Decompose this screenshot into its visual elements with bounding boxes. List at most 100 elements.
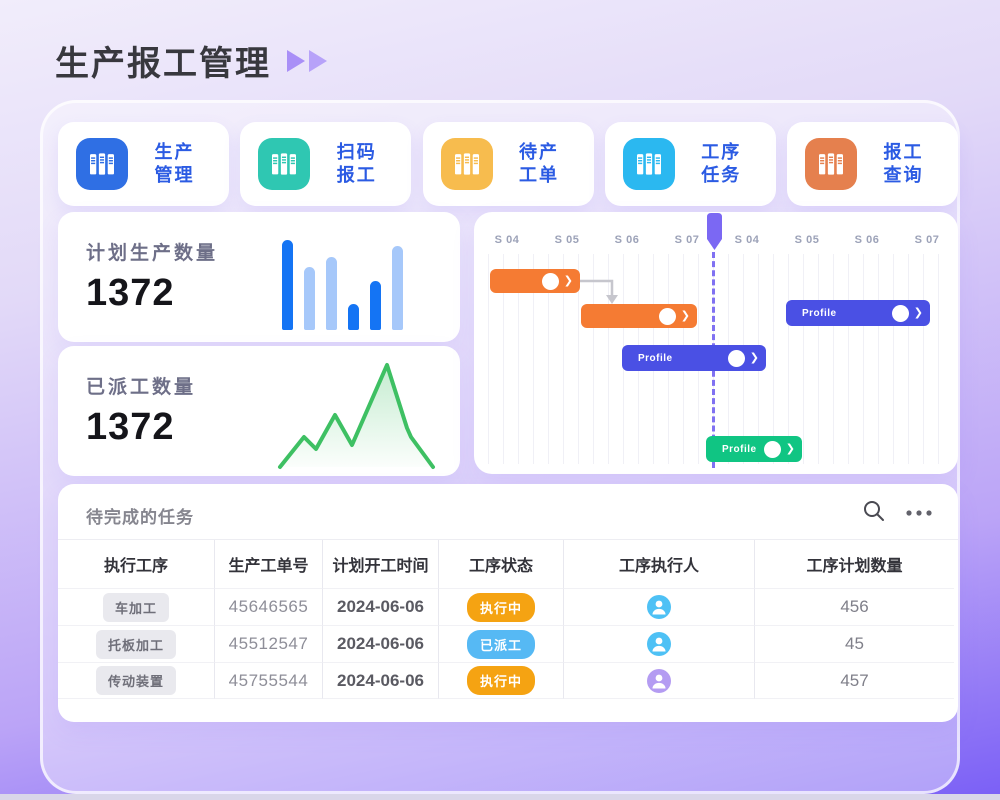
tab-生产管理[interactable]: 生产 管理	[58, 122, 229, 206]
gantt-bar-label: Profile	[802, 307, 837, 319]
gantt-bar-profile[interactable]: Profile ❯	[706, 436, 802, 462]
gridline	[848, 254, 849, 464]
user-avatar-icon	[647, 595, 671, 619]
tasks-title: 待完成的任务	[86, 508, 194, 527]
drag-handle-circle[interactable]	[658, 307, 676, 325]
table-header-row: 执行工序 生产工单号 计划开工时间 工序状态 工序执行人 工序计划数量	[58, 540, 958, 588]
double-play-arrow-icon	[287, 49, 327, 72]
gridline	[863, 254, 864, 464]
tab-待产工单[interactable]: 待产 工单	[422, 122, 594, 206]
gantt-bar[interactable]: ❯	[581, 304, 697, 328]
bar	[304, 267, 315, 330]
planned-quantity: 457	[754, 662, 954, 699]
gridline	[803, 254, 804, 464]
tasks-card-header: 待完成的任务	[58, 484, 958, 540]
executor-avatar-cell[interactable]	[563, 662, 754, 699]
executor-avatar-cell[interactable]	[563, 625, 754, 662]
mini-line-chart	[278, 363, 435, 469]
order-number: 45755544	[214, 662, 322, 699]
table-row[interactable]: 传动装置 45755544 2024-06-06 执行中 457	[58, 662, 958, 699]
gridline	[788, 254, 789, 464]
tab-label: 工序 任务	[701, 141, 742, 185]
stat-label: 已派工数量	[86, 377, 197, 398]
gridline	[563, 254, 564, 464]
timeline-label: S 06	[614, 234, 640, 246]
drag-handle-circle[interactable]	[763, 440, 781, 458]
gridline	[923, 254, 924, 464]
bar	[326, 257, 337, 330]
page-title: 生产报工管理	[55, 45, 271, 83]
gridline	[593, 254, 594, 464]
search-icon[interactable]	[862, 499, 886, 523]
order-number: 45646565	[214, 588, 322, 625]
status-badge: 执行中	[466, 666, 535, 695]
mini-bar-chart	[282, 226, 404, 330]
gridline	[548, 254, 549, 464]
gridline	[533, 254, 534, 464]
page-header: 生产报工管理	[55, 36, 333, 85]
tab-label: 扫码 报工	[336, 141, 377, 185]
timeline-label: S 07	[914, 234, 940, 246]
chevron-right-icon[interactable]: ❯	[563, 274, 573, 287]
user-avatar-icon	[647, 632, 671, 656]
table-row[interactable]: 托板加工 45512547 2024-06-06 已派工 45	[58, 625, 958, 662]
tab-icon-tile	[440, 138, 493, 190]
tab-扫码报工[interactable]: 扫码 报工	[240, 122, 412, 206]
tab-icon-tile	[805, 138, 857, 190]
chevron-right-icon[interactable]: ❯	[913, 306, 923, 319]
timeline-marker-icon[interactable]	[706, 212, 723, 252]
chevron-right-icon[interactable]: ❯	[785, 442, 795, 455]
bar	[282, 240, 293, 330]
chevron-right-icon[interactable]: ❯	[749, 351, 759, 364]
books-icon	[819, 153, 843, 175]
tab-icon-tile	[76, 138, 128, 190]
executor-avatar-cell[interactable]	[563, 588, 754, 625]
stat-card-planned-quantity: 计划生产数量 1372	[58, 212, 460, 342]
column-header: 工序状态	[438, 540, 563, 588]
books-icon	[636, 153, 661, 175]
order-number: 45512547	[214, 625, 322, 662]
gridline	[608, 254, 609, 464]
drag-handle-circle[interactable]	[541, 272, 559, 290]
gridline	[578, 254, 579, 464]
table-row[interactable]: 车加工 45646565 2024-06-06 执行中 456	[58, 588, 958, 625]
planned-start-date: 2024-06-06	[322, 625, 438, 662]
drag-handle-circle[interactable]	[727, 349, 745, 367]
column-header: 工序计划数量	[754, 540, 954, 588]
gantt-bar-profile[interactable]: Profile ❯	[786, 300, 930, 326]
tab-icon-tile	[622, 138, 675, 190]
bar	[348, 304, 359, 330]
gridline	[908, 254, 909, 464]
bar	[392, 246, 403, 330]
process-badge: 车加工	[102, 592, 169, 622]
books-icon	[90, 153, 114, 175]
gridline	[503, 254, 504, 464]
column-header: 执行工序	[103, 558, 168, 575]
tab-label: 待产 工单	[519, 141, 559, 185]
timeline-label: S 05	[554, 234, 580, 246]
gridline	[773, 254, 774, 464]
timeline-label: S 05	[794, 234, 820, 246]
process-badge: 托板加工	[95, 629, 176, 659]
gridline	[833, 254, 834, 464]
planned-quantity: 456	[754, 588, 954, 625]
gantt-bar-profile[interactable]: Profile ❯	[622, 345, 766, 371]
user-avatar-icon	[647, 668, 671, 693]
chevron-right-icon[interactable]: ❯	[680, 309, 690, 322]
status-badge: 执行中	[466, 592, 535, 622]
gridline	[488, 254, 489, 464]
stat-label: 计划生产数量	[86, 243, 219, 264]
ellipsis-icon[interactable]	[904, 499, 934, 523]
planned-start-date: 2024-06-06	[322, 588, 438, 625]
planned-quantity: 45	[754, 625, 954, 662]
bar	[370, 281, 381, 330]
column-header: 工序执行人	[563, 540, 754, 588]
gantt-bar[interactable]: ❯	[490, 269, 580, 293]
timeline-label: S 06	[854, 234, 880, 246]
tab-工序任务[interactable]: 工序 任务	[604, 122, 776, 206]
drag-handle-circle[interactable]	[891, 304, 909, 322]
stat-value: 1372	[86, 406, 175, 448]
gridline	[518, 254, 519, 464]
tab-报工查询[interactable]: 报工 查询	[787, 122, 958, 206]
